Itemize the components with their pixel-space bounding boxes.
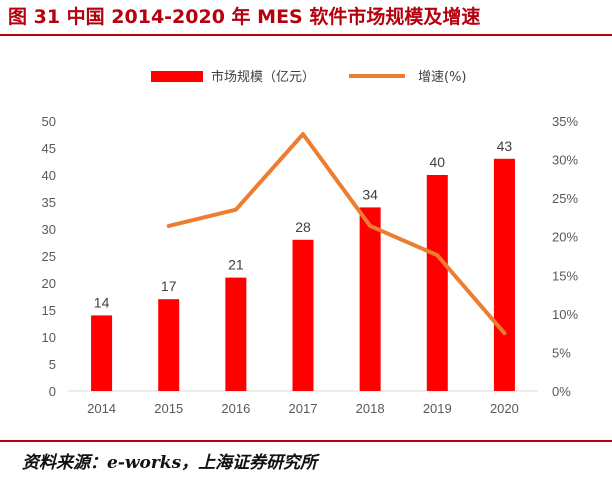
bar-data-label: 28 [295, 219, 311, 235]
left-axis-tick-label: 25 [42, 249, 56, 264]
right-axis-tick-label: 25% [552, 191, 578, 206]
bar [426, 175, 448, 391]
left-axis-tick-label: 50 [42, 114, 56, 129]
bar-data-label: 14 [94, 294, 110, 310]
right-axis-tick-label: 20% [552, 230, 578, 245]
right-axis-tick-label: 10% [552, 307, 578, 322]
left-axis-tick-label: 10 [42, 330, 56, 345]
legend: 市场规模（亿元） 增速(%) [151, 69, 467, 85]
bar [292, 239, 314, 391]
bar-data-label: 43 [497, 138, 513, 154]
right-axis-tick-label: 15% [552, 268, 578, 283]
source-note: 资料来源：e-works，上海证券研究所 [22, 453, 318, 473]
right-axis-tick-label: 30% [552, 153, 578, 168]
bar-data-labels: 14 17 21 28 34 40 43 [94, 138, 513, 311]
growth-line [166, 132, 507, 336]
bar [225, 277, 247, 391]
title-divider [0, 34, 612, 36]
x-axis-tick-label: 2015 [154, 401, 183, 416]
x-axis-tick-label: 2014 [87, 401, 116, 416]
left-axis-ticks: 0 5 10 15 20 25 30 35 40 45 50 [42, 114, 56, 399]
legend-bar-label: 市场规模（亿元） [211, 69, 315, 85]
left-axis-tick-label: 0 [49, 384, 56, 399]
bar-data-label: 34 [362, 186, 378, 202]
legend-bar-swatch [151, 71, 203, 82]
x-axis-tick-label: 2018 [356, 401, 385, 416]
source-divider [0, 440, 612, 442]
x-axis-tick-label: 2017 [289, 401, 318, 416]
right-axis-tick-label: 0% [552, 384, 571, 399]
right-axis-ticks: 0% 5% 10% 15% 20% 25% 30% 35% [552, 114, 578, 399]
bar-data-label: 17 [161, 278, 177, 294]
left-axis-tick-label: 5 [49, 357, 56, 372]
left-axis-tick-label: 15 [42, 303, 56, 318]
chart-svg: 市场规模（亿元） 增速(%) 0 5 10 15 20 25 30 35 40 45 50 0% 5%… [42, 69, 579, 416]
left-axis-tick-label: 35 [42, 195, 56, 210]
right-axis-tick-label: 35% [552, 114, 578, 129]
right-axis-tick-label: 5% [552, 345, 571, 360]
x-axis-tick-label: 2019 [423, 401, 452, 416]
bar-data-label: 40 [429, 154, 445, 170]
bar-data-label: 21 [228, 257, 244, 273]
bar [493, 158, 515, 391]
bar [359, 207, 381, 391]
legend-line-label: 增速(%) [418, 70, 467, 85]
x-axis-tick-label: 2020 [490, 401, 519, 416]
x-axis-tick-label: 2016 [221, 401, 250, 416]
bar [158, 299, 180, 391]
bar [91, 315, 113, 391]
figure-title: 图 31 中国 2014-2020 年 MES 软件市场规模及增速 [8, 6, 481, 28]
left-axis-tick-label: 30 [42, 222, 56, 237]
left-axis-tick-label: 45 [42, 141, 56, 156]
growth-line-series [166, 132, 507, 336]
left-axis-tick-label: 20 [42, 276, 56, 291]
x-axis-labels: 2014 2015 2016 2017 2018 2019 2020 [87, 401, 519, 416]
bar-series [91, 158, 515, 391]
left-axis-tick-label: 40 [42, 168, 56, 183]
